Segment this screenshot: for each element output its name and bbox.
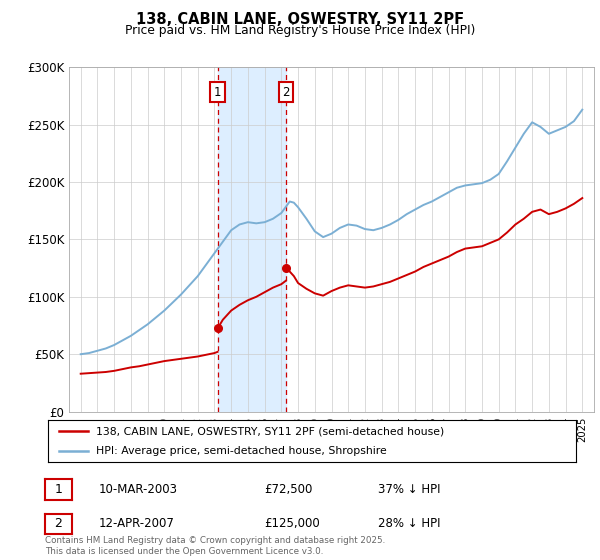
Text: 1: 1 bbox=[214, 86, 221, 99]
Text: 12-APR-2007: 12-APR-2007 bbox=[99, 517, 175, 530]
Text: Contains HM Land Registry data © Crown copyright and database right 2025.
This d: Contains HM Land Registry data © Crown c… bbox=[45, 536, 385, 556]
Bar bbox=[218, 67, 286, 412]
Text: 138, CABIN LANE, OSWESTRY, SY11 2PF (semi-detached house): 138, CABIN LANE, OSWESTRY, SY11 2PF (sem… bbox=[95, 426, 444, 436]
Text: HPI: Average price, semi-detached house, Shropshire: HPI: Average price, semi-detached house,… bbox=[95, 446, 386, 456]
Text: 10-MAR-2003: 10-MAR-2003 bbox=[99, 483, 178, 496]
Text: 28% ↓ HPI: 28% ↓ HPI bbox=[378, 517, 440, 530]
Text: Price paid vs. HM Land Registry's House Price Index (HPI): Price paid vs. HM Land Registry's House … bbox=[125, 24, 475, 37]
Text: £125,000: £125,000 bbox=[264, 517, 320, 530]
Text: 1: 1 bbox=[55, 483, 62, 496]
Text: 37% ↓ HPI: 37% ↓ HPI bbox=[378, 483, 440, 496]
Text: 2: 2 bbox=[282, 86, 290, 99]
Text: 2: 2 bbox=[55, 517, 62, 530]
Text: £72,500: £72,500 bbox=[264, 483, 313, 496]
Text: 138, CABIN LANE, OSWESTRY, SY11 2PF: 138, CABIN LANE, OSWESTRY, SY11 2PF bbox=[136, 12, 464, 27]
